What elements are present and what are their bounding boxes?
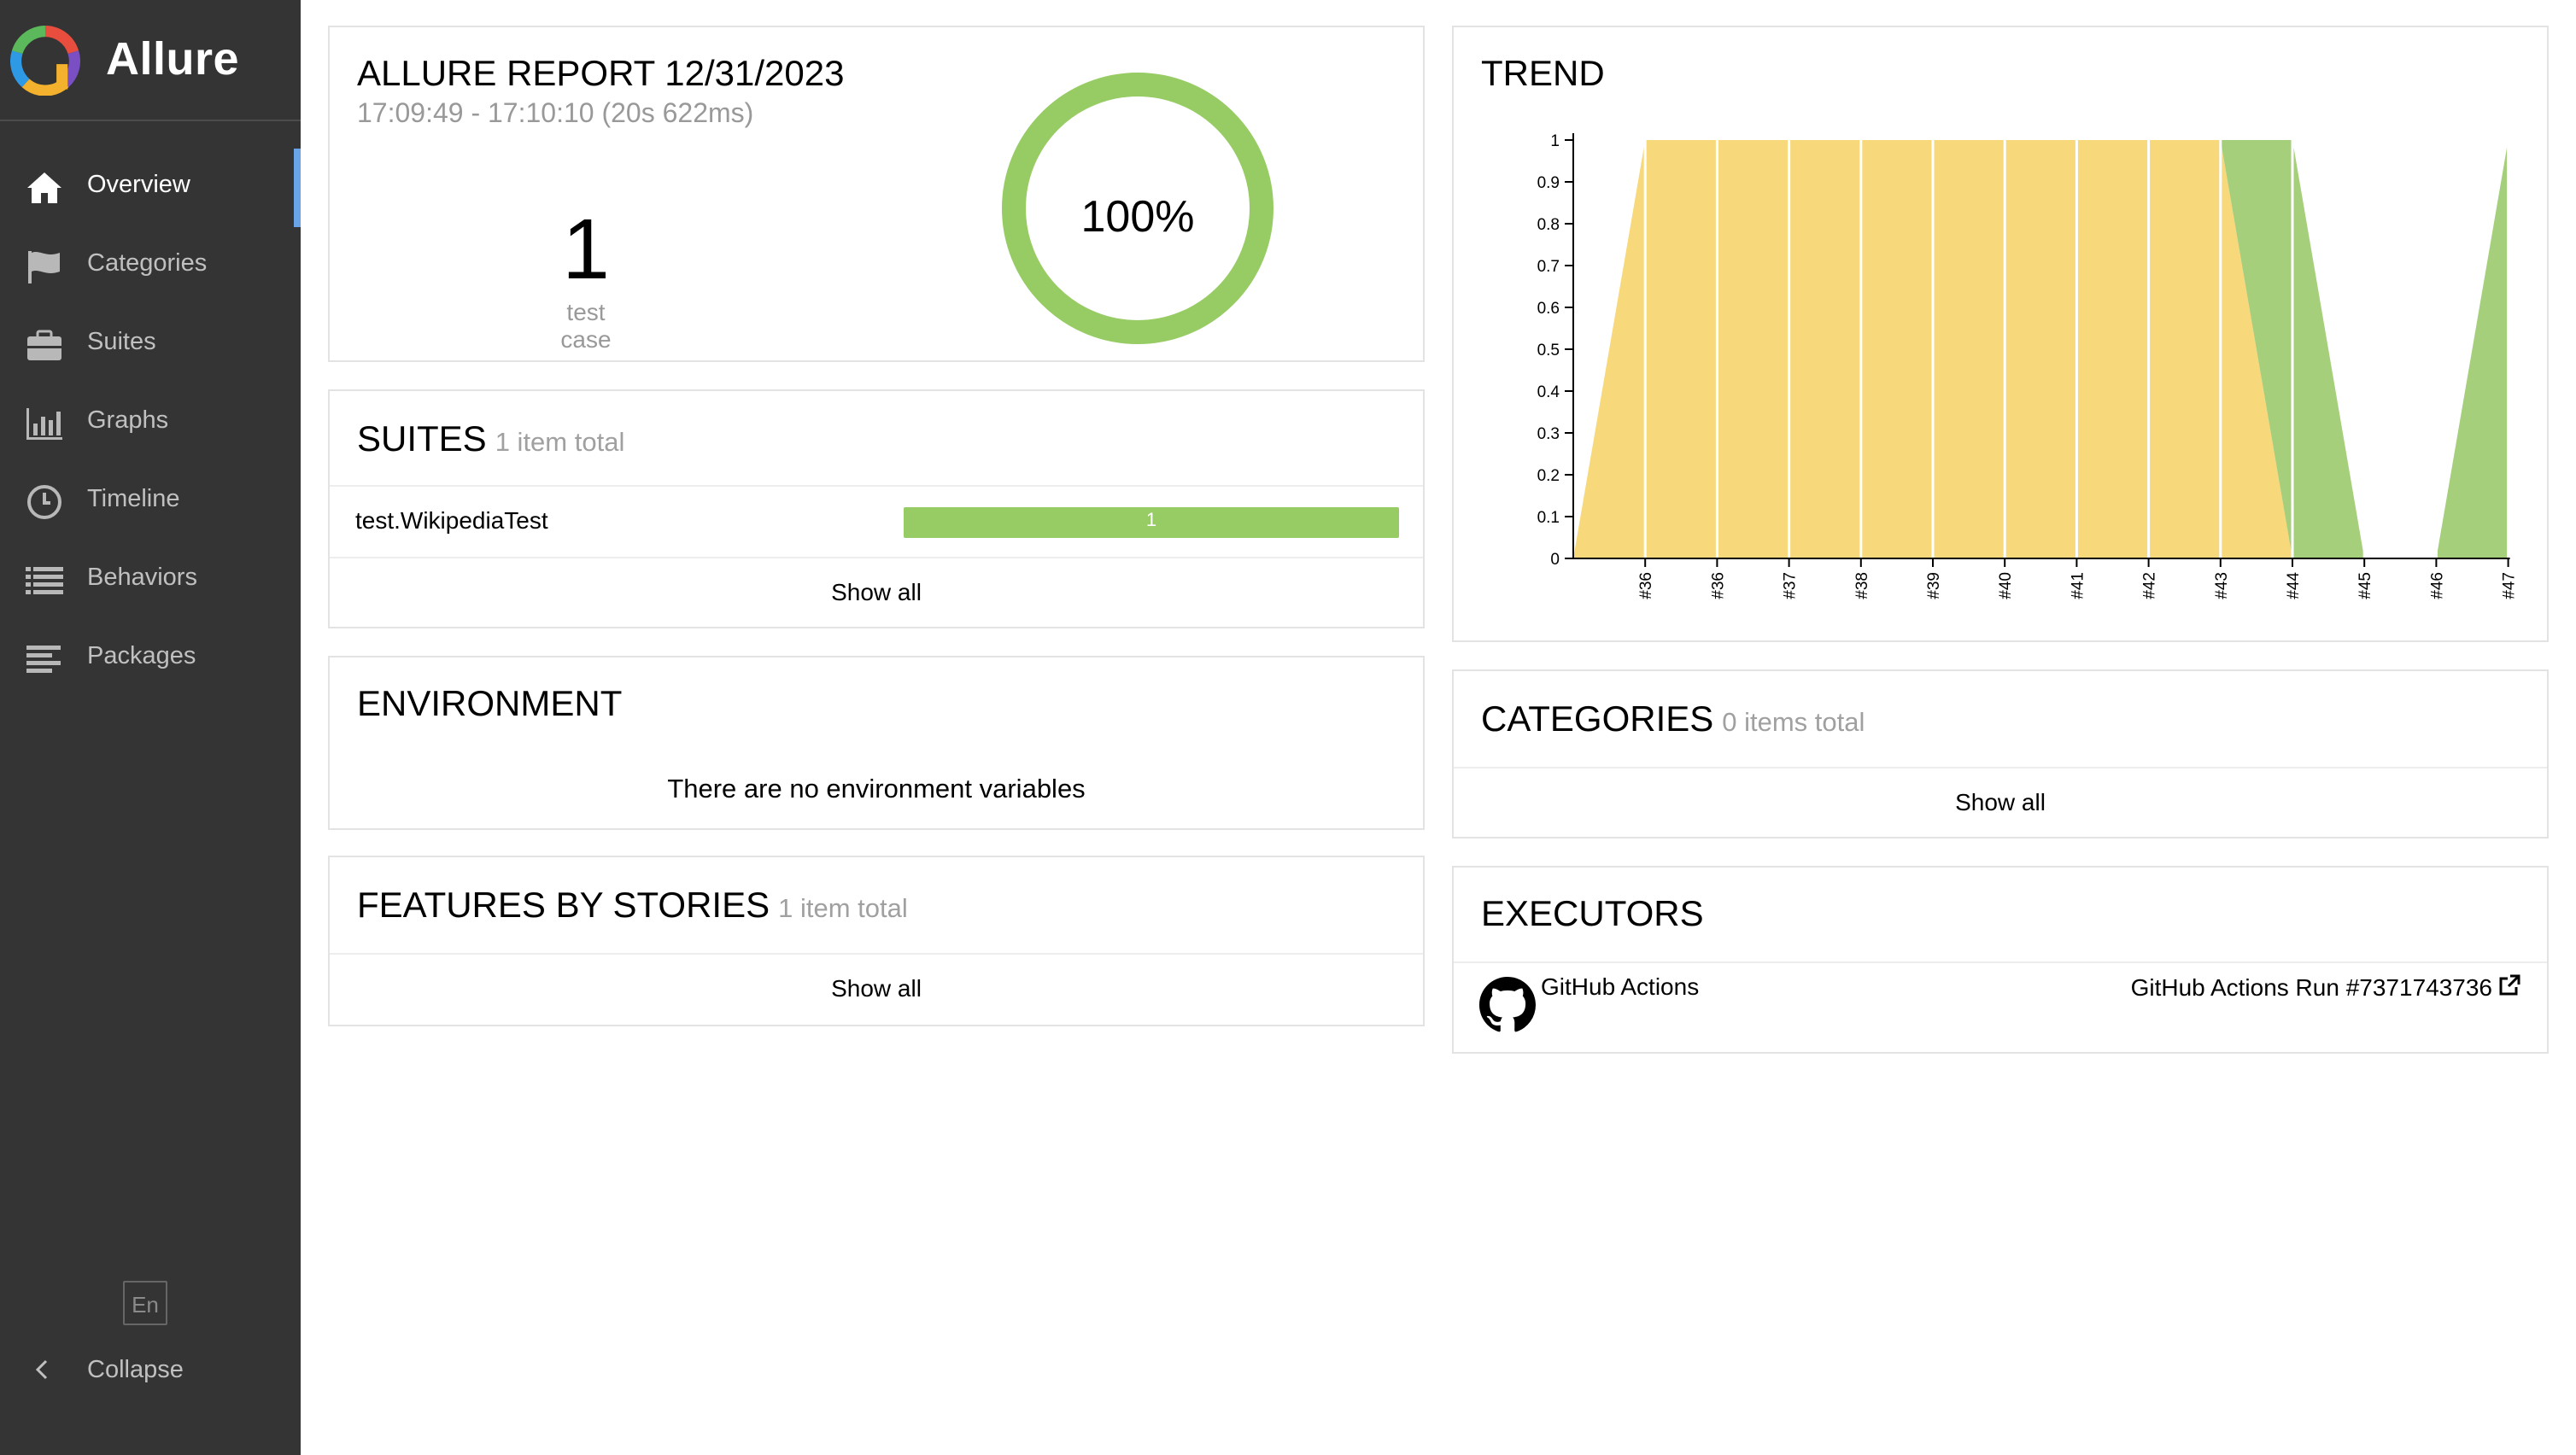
summary-widget: ALLURE REPORT 12/31/2023 17:09:49 - 17:1… bbox=[328, 26, 1425, 362]
pass-rate-value: 100% bbox=[1080, 192, 1195, 242]
trend-x-tick-label: #36 bbox=[1637, 572, 1655, 599]
trend-y-tick-label: 0.6 bbox=[1537, 300, 1560, 318]
chevron-left-icon bbox=[35, 1359, 48, 1380]
suite-status-bar[interactable]: 1 bbox=[904, 507, 1399, 538]
clock-icon bbox=[27, 485, 61, 519]
environment-empty-message: There are no environment variables bbox=[667, 774, 1086, 803]
trend-y-tick-label: 0.7 bbox=[1537, 258, 1560, 276]
sidebar-item-label: Overview bbox=[87, 171, 190, 198]
suites-title: SUITES bbox=[357, 418, 487, 459]
sidebar-item-label: Suites bbox=[87, 328, 156, 355]
features-heading: FEATURES BY STORIES 1 item total bbox=[357, 885, 908, 926]
trend-x-tick-label: #43 bbox=[2213, 572, 2231, 599]
trend-y-tick-label: 0.8 bbox=[1537, 216, 1560, 234]
sidebar-item-label: Behaviors bbox=[87, 564, 197, 591]
trend-widget: TREND 0 0.1 0.2 0.3 0.4 0.5 0.6 0.7 0.8 0.9 1 #36 #3… bbox=[1452, 26, 2549, 642]
report-title: ALLURE REPORT 12/31/2023 bbox=[357, 53, 845, 93]
test-case-count-label: test case bbox=[560, 299, 612, 353]
categories-show-all-link[interactable]: Show all bbox=[1955, 789, 2046, 815]
executor-run-link[interactable]: GitHub Actions Run #7371743736 bbox=[2131, 973, 2521, 1002]
divider bbox=[330, 953, 1423, 955]
features-show-all-link[interactable]: Show all bbox=[831, 975, 922, 1002]
allure-logo-icon bbox=[10, 26, 80, 96]
external-link-icon bbox=[2499, 974, 2520, 996]
executors-title: EXECUTORS bbox=[1481, 893, 1704, 933]
categories-widget: CATEGORIES 0 items total Show all bbox=[1452, 669, 2549, 839]
suites-count: 1 item total bbox=[495, 427, 625, 457]
trend-area-series-0 bbox=[1573, 140, 2509, 558]
divider bbox=[330, 557, 1423, 558]
collapse-label: Collapse bbox=[87, 1356, 184, 1383]
test-case-count: 1 bbox=[562, 202, 610, 297]
flag-icon bbox=[28, 251, 60, 283]
sidebar-item-label: Timeline bbox=[87, 485, 180, 512]
sidebar-item-graphs[interactable]: Graphs bbox=[0, 384, 301, 463]
divider bbox=[330, 485, 1423, 487]
environment-title: ENVIRONMENT bbox=[357, 683, 623, 723]
align-left-icon bbox=[26, 646, 61, 673]
pass-rate-donut[interactable] bbox=[1001, 72, 1274, 345]
trend-x-tick-label: #47 bbox=[2501, 572, 2519, 599]
suite-passed-count: 1 bbox=[1145, 509, 1157, 530]
trend-x-tick-label: #39 bbox=[1925, 572, 1943, 599]
sidebar-item-behaviors[interactable]: Behaviors bbox=[0, 541, 301, 620]
trend-x-tick-label: #41 bbox=[2069, 572, 2087, 599]
features-widget: FEATURES BY STORIES 1 item total Show all bbox=[328, 856, 1425, 1026]
sidebar-item-timeline[interactable]: Timeline bbox=[0, 463, 301, 541]
trend-x-tick-label: #45 bbox=[2356, 572, 2374, 599]
collapse-button[interactable]: Collapse bbox=[0, 1339, 301, 1400]
features-count: 1 item total bbox=[778, 893, 908, 923]
sidebar-item-suites[interactable]: Suites bbox=[0, 306, 301, 384]
trend-x-tick-label: #46 bbox=[2428, 572, 2446, 599]
trend-y-tick-label: 0.9 bbox=[1537, 174, 1560, 192]
trend-y-tick-label: 0 bbox=[1550, 551, 1560, 569]
trend-x-tick-label: #38 bbox=[1853, 572, 1871, 599]
suites-heading: SUITES 1 item total bbox=[357, 418, 624, 459]
trend-area-series-1 bbox=[1573, 140, 2509, 558]
suites-widget: SUITES 1 item total test.WikipediaTest 1 … bbox=[328, 389, 1425, 628]
brand-header[interactable]: Allure bbox=[0, 0, 301, 121]
github-icon bbox=[1479, 977, 1536, 1032]
categories-heading: CATEGORIES 0 items total bbox=[1481, 698, 1865, 739]
briefcase-icon bbox=[27, 330, 61, 360]
trend-x-tick-label: #36 bbox=[1709, 572, 1727, 599]
trend-title: TREND bbox=[1481, 53, 1605, 93]
sidebar-item-label: Graphs bbox=[87, 406, 169, 434]
divider bbox=[1454, 961, 2547, 963]
sidebar-item-categories[interactable]: Categories bbox=[0, 227, 301, 306]
app-name: Allure bbox=[106, 33, 240, 85]
trend-x-tick-label: #44 bbox=[2285, 572, 2303, 599]
trend-y-tick-label: 0.4 bbox=[1537, 383, 1560, 401]
sidebar-item-overview[interactable]: Overview bbox=[0, 149, 301, 227]
bar-chart-icon bbox=[26, 408, 62, 440]
trend-y-tick-label: 0.1 bbox=[1537, 509, 1560, 527]
list-icon bbox=[26, 567, 63, 594]
suites-show-all-link[interactable]: Show all bbox=[831, 579, 922, 605]
executors-widget: EXECUTORS GitHub Actions GitHub Actions … bbox=[1452, 866, 2549, 1054]
trend-y-tick-label: 0.5 bbox=[1537, 342, 1560, 359]
report-time-range: 17:09:49 - 17:10:10 (20s 622ms) bbox=[357, 97, 754, 128]
sidebar-item-label: Categories bbox=[87, 249, 208, 277]
sidebar-item-label: Packages bbox=[87, 642, 196, 669]
categories-title: CATEGORIES bbox=[1481, 698, 1714, 739]
categories-count: 0 items total bbox=[1722, 707, 1865, 737]
sidebar: Allure Overview Categories Suites G bbox=[0, 0, 301, 1455]
trend-chart[interactable]: 0 0.1 0.2 0.3 0.4 0.5 0.6 0.7 0.8 0.9 1 #36 #36 #37 #3… bbox=[1454, 27, 2547, 640]
trend-y-tick-label: 1 bbox=[1550, 132, 1560, 150]
features-title: FEATURES BY STORIES bbox=[357, 885, 770, 925]
trend-x-tick-label: #42 bbox=[2141, 572, 2159, 599]
trend-y-tick-label: 0.3 bbox=[1537, 425, 1560, 443]
environment-widget: ENVIRONMENT There are no environment var… bbox=[328, 656, 1425, 830]
divider bbox=[1454, 767, 2547, 768]
executor-name: GitHub Actions bbox=[1541, 973, 1700, 1000]
language-button[interactable]: En bbox=[123, 1281, 167, 1325]
suite-name[interactable]: test.WikipediaTest bbox=[355, 507, 548, 534]
home-icon bbox=[27, 172, 61, 203]
trend-x-tick-label: #37 bbox=[1782, 572, 1800, 599]
trend-y-tick-label: 0.2 bbox=[1537, 467, 1560, 485]
trend-x-tick-label: #40 bbox=[1997, 572, 2015, 599]
sidebar-item-packages[interactable]: Packages bbox=[0, 620, 301, 698]
executor-run-label: GitHub Actions Run #7371743736 bbox=[2130, 974, 2492, 1001]
